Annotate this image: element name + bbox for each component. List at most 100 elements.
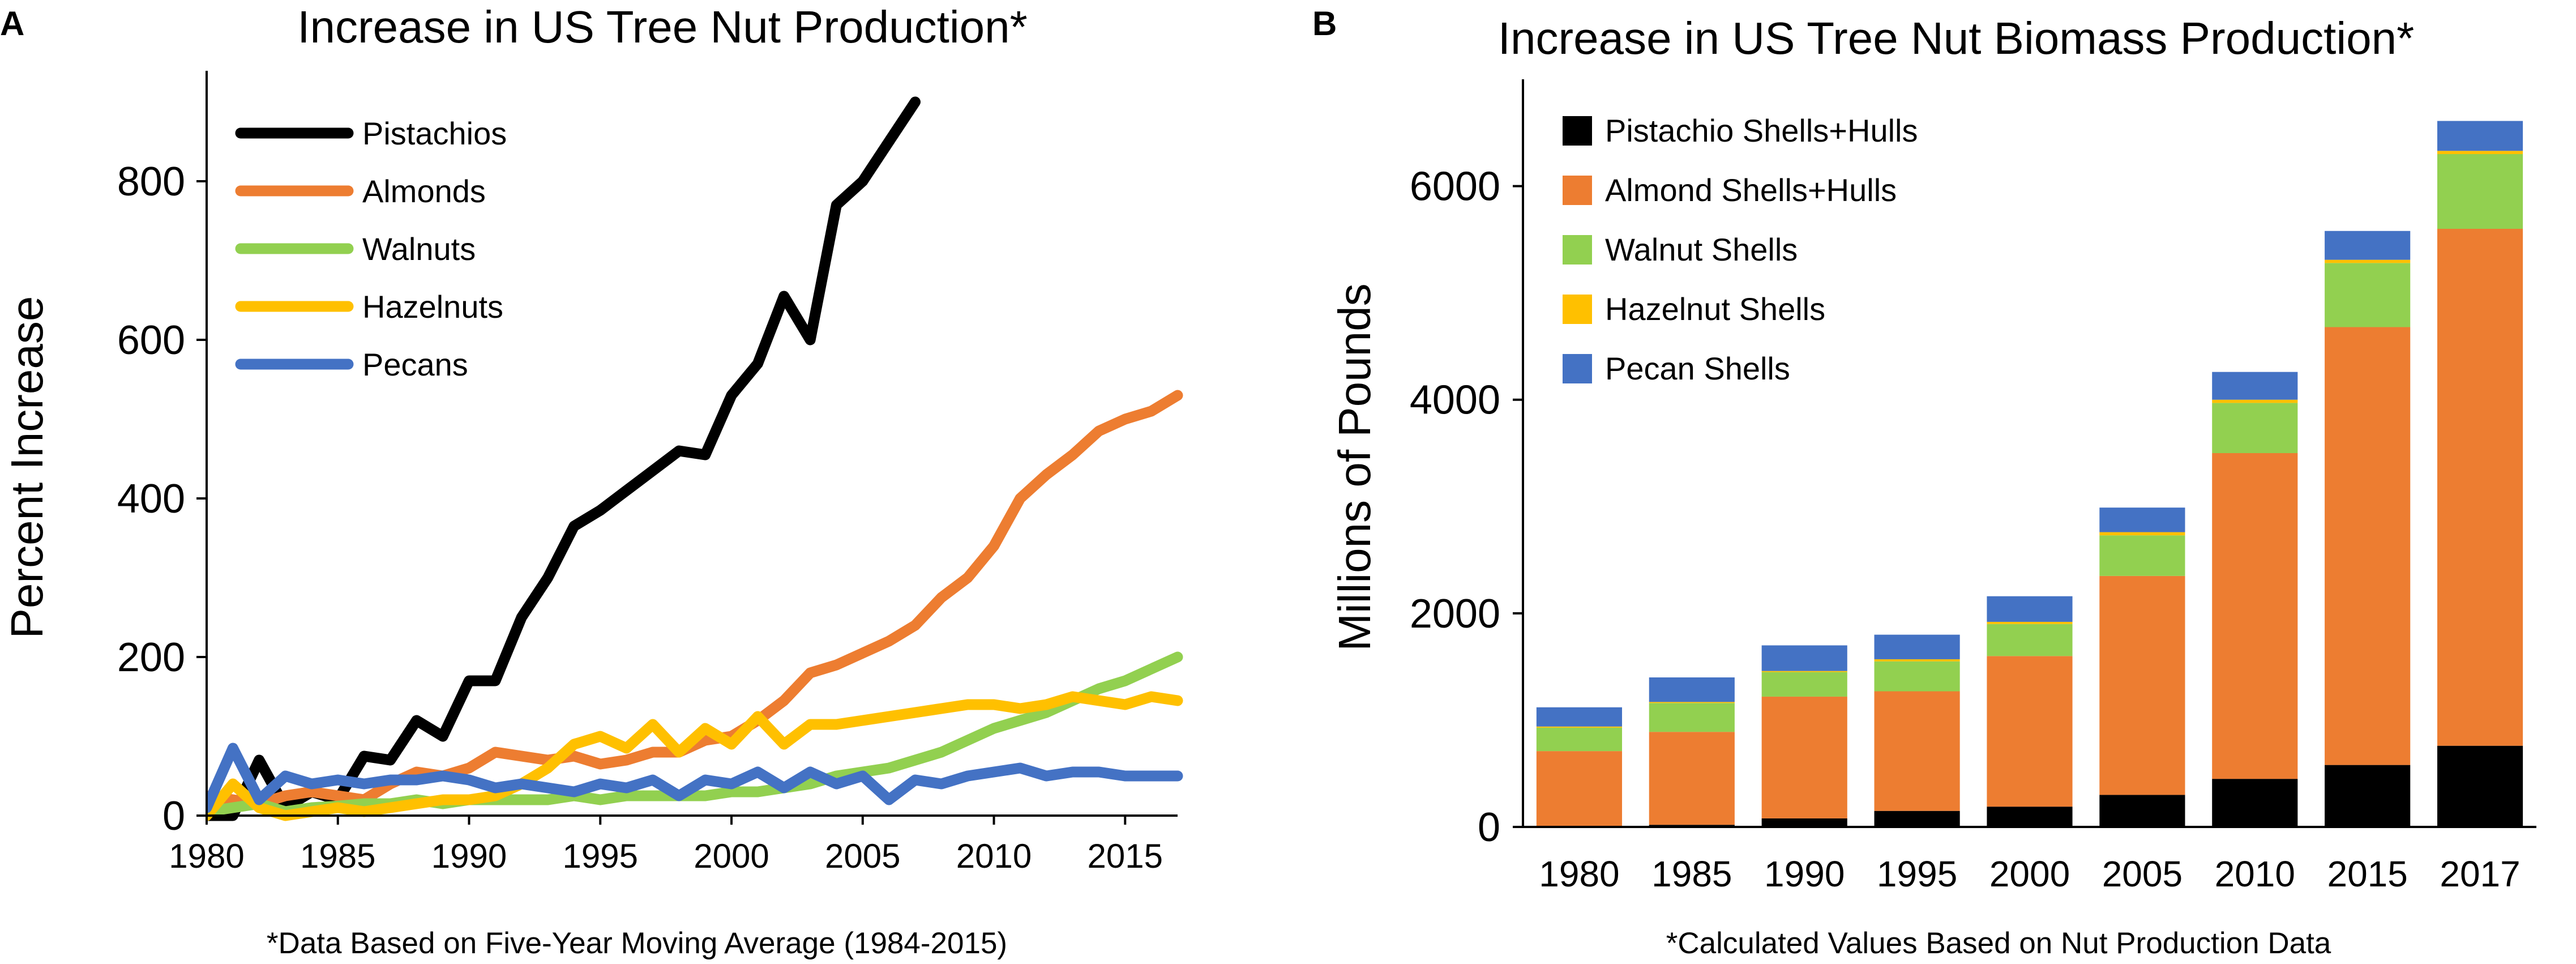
legend-label-walnut-shells: Walnut Shells: [1605, 232, 1798, 267]
panel-a-legend: Pistachios Almonds Walnuts Hazelnuts Pecans: [235, 116, 507, 382]
x-tick-label: 1990: [1764, 854, 1845, 894]
legend-swatch-walnut-shells: [1563, 235, 1592, 265]
bar-walnut-shells-2010: [2212, 403, 2298, 453]
y-tick-label: 6000: [1410, 164, 1500, 210]
bar-hazelnut-shells-1985: [1649, 702, 1735, 703]
panel-b-letter: B: [1312, 5, 1337, 42]
panel-b-ylabel: Millions of Pounds: [1329, 283, 1380, 651]
x-tick-label: 1995: [1877, 854, 1957, 894]
bar-hazelnut-shells-2000: [1987, 621, 2073, 624]
bar-almond-shells-hulls-1995: [1874, 691, 1960, 811]
x-tick-label: 2005: [825, 837, 900, 875]
bar-pistachio-shells-hulls-1995: [1874, 811, 1960, 827]
x-tick-label: 1990: [431, 837, 507, 875]
bar-pecan-shells-1980: [1536, 707, 1623, 727]
series-line-pecans: [207, 743, 1183, 813]
bar-pecan-shells-2000: [1987, 596, 2073, 622]
panel-a-title: Increase in US Tree Nut Production*: [297, 2, 1028, 52]
bar-almond-shells-hulls-2015: [2325, 327, 2411, 765]
bar-hazelnut-shells-2015: [2325, 259, 2411, 263]
bar-hazelnut-shells-1980: [1536, 726, 1623, 728]
series-line-walnuts: [207, 651, 1183, 817]
panel-b-footnote: *Calculated Values Based on Nut Producti…: [1666, 927, 2331, 960]
bar-almond-shells-hulls-2005: [2099, 575, 2185, 795]
bar-almond-shells-hulls-2000: [1987, 656, 2073, 807]
legend-label-pistachio-shells-hulls: Pistachio Shells+Hulls: [1605, 113, 1918, 148]
bar-pecan-shells-2010: [2212, 372, 2298, 400]
bar-pecan-shells-2005: [2099, 507, 2185, 532]
legend-label-hazelnuts: Hazelnuts: [362, 289, 503, 325]
y-tick-label: 0: [1478, 805, 1500, 850]
legend-swatch-pecan-shells: [1563, 354, 1592, 383]
bar-hazelnut-shells-2017: [2437, 151, 2523, 154]
panel-a-footnote: *Data Based on Five-Year Moving Average …: [267, 927, 1007, 960]
bar-pecan-shells-1985: [1649, 677, 1735, 702]
panel-b-legend: Pistachio Shells+Hulls Almond Shells+Hull…: [1563, 113, 1918, 386]
legend-label-pistachios: Pistachios: [362, 116, 507, 151]
y-tick-label: 800: [117, 159, 185, 204]
panel-a-line-chart: 0 200 400 600 800 1980 1985 1990 1995 2000 2005 201…: [117, 71, 1183, 875]
bar-almond-shells-hulls-1990: [1761, 696, 1847, 818]
bar-hazelnut-shells-1995: [1874, 659, 1960, 662]
y-tick-label: 400: [117, 476, 185, 522]
bar-hazelnut-shells-1990: [1761, 671, 1847, 672]
bar-walnut-shells-2015: [2325, 263, 2411, 327]
x-tick-label: 2017: [2440, 854, 2520, 894]
bar-walnut-shells-1985: [1649, 703, 1735, 732]
panel-a-ylabel: Percent Increase: [2, 296, 52, 639]
legend-swatch-pistachio-shells-hulls: [1563, 116, 1592, 146]
panel-a-plot-area: [207, 96, 1183, 821]
panel-a-letter: A: [0, 5, 24, 42]
x-tick-label: 1980: [169, 837, 244, 875]
x-tick-label: 1980: [1539, 854, 1619, 894]
x-tick-label: 2005: [2102, 854, 2183, 894]
bar-pecan-shells-1995: [1874, 634, 1960, 659]
bar-walnut-shells-1980: [1536, 727, 1623, 752]
x-tick-label: 2000: [694, 837, 769, 875]
y-tick-label: 4000: [1410, 378, 1500, 423]
legend-swatch-hazelnut-shells: [1563, 295, 1592, 324]
x-tick-label: 2010: [956, 837, 1032, 875]
y-tick-label: 600: [117, 318, 185, 363]
x-tick-label: 2015: [2327, 854, 2407, 894]
x-tick-label: 1995: [563, 837, 638, 875]
x-tick-label: 1985: [300, 837, 375, 875]
x-tick-label: 2010: [2215, 854, 2295, 894]
y-tick-label: 2000: [1410, 591, 1500, 637]
bar-walnut-shells-1990: [1761, 672, 1847, 697]
bar-walnut-shells-2017: [2437, 154, 2523, 229]
legend-label-walnuts: Walnuts: [362, 231, 476, 267]
legend-label-pecans: Pecans: [362, 347, 468, 382]
bar-pecan-shells-2015: [2325, 231, 2411, 260]
legend-label-pecan-shells: Pecan Shells: [1605, 351, 1790, 386]
legend-swatch-almond-shells-hulls: [1563, 176, 1592, 205]
bar-pistachio-shells-hulls-2015: [2325, 765, 2411, 827]
x-tick-label: 1985: [1651, 854, 1732, 894]
bar-pistachio-shells-hulls-2017: [2437, 745, 2523, 827]
bar-pecan-shells-2017: [2437, 121, 2523, 151]
panel-b-stacked-bar-chart: 1980 1985 1990 1995 2000 2005 2010 2015 2017 0 200…: [1410, 79, 2536, 894]
bar-pistachio-shells-hulls-2000: [1987, 807, 2073, 827]
legend-label-almond-shells-hulls: Almond Shells+Hulls: [1605, 172, 1897, 208]
bar-almond-shells-hulls-2010: [2212, 453, 2298, 779]
legend-label-hazelnut-shells: Hazelnut Shells: [1605, 291, 1825, 327]
bar-pecan-shells-1990: [1761, 645, 1847, 671]
x-tick-label: 2000: [1989, 854, 2070, 894]
bar-walnut-shells-2005: [2099, 535, 2185, 576]
bar-almond-shells-hulls-1985: [1649, 732, 1735, 825]
bar-pistachio-shells-hulls-2010: [2212, 779, 2298, 827]
bar-hazelnut-shells-2010: [2212, 399, 2298, 403]
bar-almond-shells-hulls-1980: [1536, 751, 1623, 826]
bar-hazelnut-shells-2005: [2099, 532, 2185, 536]
x-tick-label: 2015: [1088, 837, 1163, 875]
legend-label-almonds: Almonds: [362, 173, 486, 209]
bar-walnut-shells-2000: [1987, 624, 2073, 656]
panel-b-title: Increase in US Tree Nut Biomass Producti…: [1498, 13, 2415, 63]
bar-almond-shells-hulls-2017: [2437, 229, 2523, 746]
series-line-hazelnuts: [207, 691, 1183, 821]
bar-pistachio-shells-hulls-2005: [2099, 795, 2185, 827]
series-line-pistachios: [207, 96, 921, 821]
y-tick-label: 0: [162, 794, 185, 839]
bar-walnut-shells-1995: [1874, 661, 1960, 692]
